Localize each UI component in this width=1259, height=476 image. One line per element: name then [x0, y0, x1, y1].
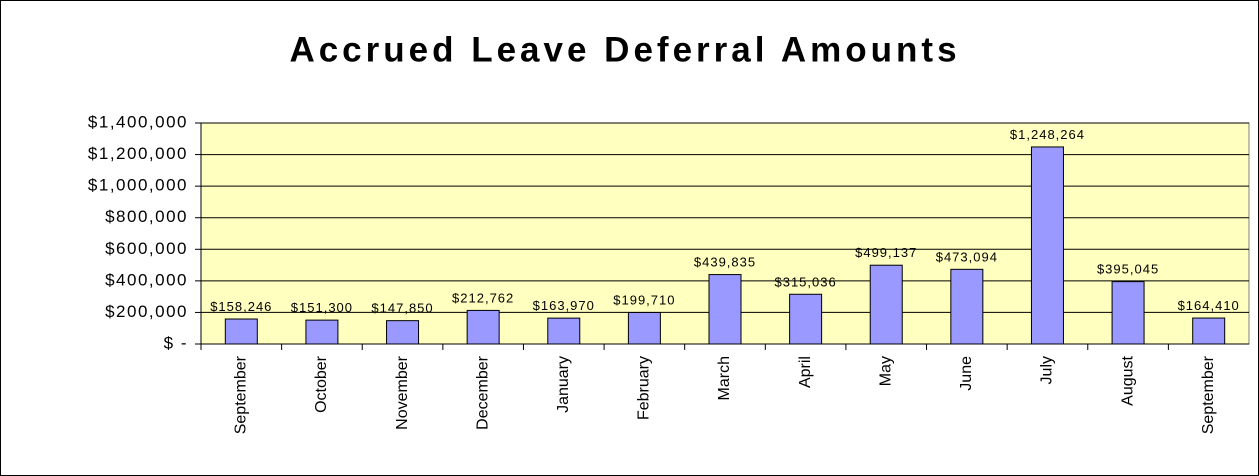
x-tick-label: February — [636, 356, 653, 420]
x-tick-group: May — [877, 356, 894, 386]
y-tick-label: $1,000,000 — [88, 176, 188, 195]
x-tick-group: December — [474, 355, 491, 429]
value-label: $147,850 — [371, 301, 433, 316]
y-tick-label: $400,000 — [105, 270, 188, 289]
value-label: $499,137 — [855, 245, 917, 260]
x-tick-group: March — [716, 356, 733, 400]
x-tick-group: September — [1200, 355, 1217, 434]
x-tick-label: March — [716, 356, 733, 400]
x-tick-label: September — [1200, 355, 1217, 434]
x-tick-group: November — [394, 355, 411, 429]
bar — [708, 274, 742, 345]
x-tick-label: May — [877, 356, 894, 386]
bar — [869, 264, 903, 345]
bar — [1192, 317, 1226, 345]
x-tick-group: August — [1119, 355, 1136, 405]
value-label: $199,710 — [613, 292, 675, 307]
y-tick-label: $ - — [164, 333, 188, 352]
value-label: $1,248,264 — [1010, 127, 1085, 142]
bar — [305, 319, 339, 345]
x-tick-label: April — [797, 356, 814, 388]
x-tick-label: December — [474, 355, 491, 429]
x-tick-group: July — [1039, 356, 1056, 384]
chart-title: Accrued Leave Deferral Amounts — [289, 30, 960, 69]
x-tick-label: September — [233, 355, 250, 434]
bar — [224, 318, 258, 345]
bar — [789, 293, 823, 345]
x-tick-group: January — [555, 356, 572, 413]
value-label: $158,246 — [210, 299, 272, 314]
x-tick-label: October — [313, 355, 330, 413]
y-tick-label: $1,200,000 — [88, 144, 188, 163]
y-tick-label: $200,000 — [105, 302, 188, 321]
bar — [386, 320, 420, 345]
value-label: $164,410 — [1178, 298, 1240, 313]
bar — [1111, 281, 1145, 345]
x-tick-label: July — [1039, 356, 1056, 384]
x-tick-label: June — [958, 356, 975, 391]
value-label: $315,036 — [774, 274, 836, 289]
x-tick-group: February — [636, 356, 653, 420]
bar — [950, 268, 984, 345]
x-tick-group: October — [313, 355, 330, 413]
x-tick-label: August — [1119, 355, 1136, 405]
value-label: $439,835 — [694, 255, 756, 270]
x-tick-label: November — [394, 355, 411, 429]
value-label: $212,762 — [452, 290, 514, 305]
y-tick-label: $1,400,000 — [88, 112, 188, 131]
value-label: $163,970 — [533, 298, 595, 313]
bar — [627, 311, 661, 345]
y-tick-label: $600,000 — [105, 239, 188, 258]
x-tick-group: September — [233, 355, 250, 434]
value-label: $473,094 — [936, 249, 998, 264]
value-label: $395,045 — [1097, 262, 1159, 277]
x-tick-label: January — [555, 356, 572, 413]
x-tick-group: April — [797, 356, 814, 388]
bar — [466, 309, 500, 345]
x-tick-group: June — [958, 356, 975, 391]
y-tick-label: $800,000 — [105, 207, 188, 226]
bar — [1030, 146, 1064, 345]
bar — [547, 317, 581, 345]
value-label: $151,300 — [291, 300, 353, 315]
